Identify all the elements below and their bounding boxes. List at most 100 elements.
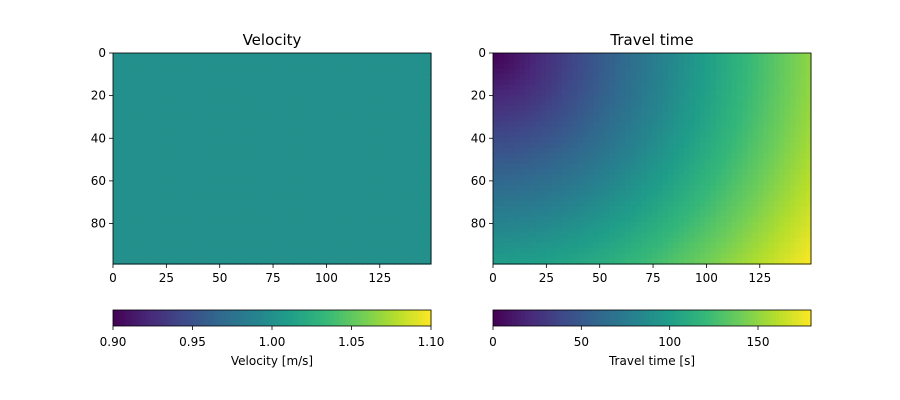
heatmap-cell: [641, 163, 648, 170]
heatmap-cell: [113, 147, 119, 154]
heatmap-cell: [710, 195, 717, 202]
heatmap-cell: [415, 89, 421, 96]
heatmap-cell: [393, 174, 400, 181]
colorbar-swatch: [224, 310, 229, 326]
heatmap-cell: [266, 258, 273, 265]
heatmap-cell: [636, 253, 642, 260]
heatmap-cell: [731, 84, 738, 91]
heatmap-cell: [742, 79, 748, 86]
heatmap-cell: [498, 153, 505, 160]
heatmap-cell: [166, 205, 172, 212]
heatmap-cell: [166, 195, 172, 202]
heatmap-cell: [261, 221, 268, 228]
heatmap-cell: [372, 232, 379, 239]
heatmap-cell: [567, 111, 574, 117]
heatmap-cell: [404, 126, 411, 133]
heatmap-cell: [636, 89, 642, 96]
heatmap-cell: [699, 211, 706, 218]
heatmap-cell: [524, 95, 531, 102]
heatmap-cell: [503, 137, 510, 144]
heatmap-cell: [277, 200, 284, 207]
heatmap-cell: [261, 116, 268, 123]
heatmap-cell: [763, 74, 770, 80]
heatmap-cell: [678, 126, 685, 133]
heatmap-cell: [272, 232, 278, 239]
heatmap-cell: [388, 137, 395, 144]
heatmap-cell: [498, 242, 505, 249]
heatmap-cell: [420, 147, 427, 154]
heatmap-cell: [620, 216, 627, 223]
heatmap-cell: [298, 179, 305, 186]
colorbar-swatch: [297, 310, 302, 326]
heatmap-cell: [662, 63, 669, 70]
heatmap-cell: [572, 121, 579, 128]
heatmap-cell: [160, 179, 167, 186]
heatmap-cell: [372, 79, 379, 86]
heatmap-cell: [330, 169, 337, 175]
heatmap-cell: [583, 116, 589, 123]
heatmap-cell: [620, 248, 627, 255]
heatmap-cell: [197, 132, 204, 139]
heatmap-cell: [181, 211, 188, 218]
heatmap-cell: [763, 105, 770, 112]
heatmap-cell: [546, 258, 552, 265]
heatmap-cell: [508, 53, 515, 59]
heatmap-cell: [224, 211, 231, 218]
heatmap-cell: [245, 100, 252, 107]
heatmap-cell: [393, 74, 400, 80]
heatmap-cell: [176, 253, 183, 260]
heatmap-cell: [551, 190, 558, 197]
heatmap-cell: [219, 132, 225, 139]
heatmap-cell: [176, 68, 183, 75]
heatmap-cell: [425, 147, 432, 154]
heatmap-cell: [155, 190, 162, 197]
heatmap-cell: [710, 132, 717, 139]
heatmap-cell: [551, 126, 558, 133]
heatmap-cell: [561, 163, 568, 170]
heatmap-cell: [388, 216, 395, 223]
heatmap-cell: [277, 158, 284, 165]
heatmap-cell: [800, 111, 807, 117]
colorbar-swatch: [367, 310, 372, 326]
heatmap-cell: [625, 190, 632, 197]
heatmap-cell: [667, 126, 674, 133]
heatmap-cell: [556, 216, 563, 223]
heatmap-cell: [731, 89, 738, 96]
heatmap-cell: [572, 174, 579, 181]
heatmap-cell: [646, 205, 653, 212]
heatmap-cell: [277, 53, 284, 59]
heatmap-cell: [551, 95, 558, 102]
heatmap-cell: [372, 227, 379, 233]
heatmap-cell: [742, 105, 748, 112]
heatmap-cell: [272, 79, 278, 86]
heatmap-cell: [588, 179, 595, 186]
heatmap-cell: [763, 190, 770, 197]
heatmap-cell: [203, 248, 209, 255]
heatmap-cell: [282, 142, 289, 149]
heatmap-cell: [113, 121, 119, 128]
heatmap-cell: [378, 74, 384, 80]
heatmap-cell: [588, 132, 595, 139]
heatmap-cell: [314, 163, 321, 170]
heatmap-cell: [768, 174, 775, 181]
heatmap-cell: [383, 58, 390, 65]
heatmap-cell: [393, 200, 400, 207]
heatmap-cell: [203, 68, 209, 75]
heatmap-cell: [367, 105, 374, 112]
heatmap-cell: [678, 158, 685, 165]
heatmap-cell: [768, 253, 775, 260]
heatmap-cell: [546, 84, 552, 91]
heatmap-cell: [604, 253, 611, 260]
heatmap-cell: [171, 242, 178, 249]
heatmap-cell: [192, 163, 199, 170]
heatmap-cell: [240, 232, 247, 239]
heatmap-cell: [213, 111, 220, 117]
heatmap-cell: [139, 105, 146, 112]
heatmap-cell: [789, 248, 796, 255]
heatmap-cell: [314, 58, 321, 65]
heatmap-cell: [546, 126, 552, 133]
heatmap-cell: [805, 237, 812, 244]
heatmap-cell: [266, 205, 273, 212]
heatmap-cell: [213, 79, 220, 86]
heatmap-cell: [303, 79, 310, 86]
